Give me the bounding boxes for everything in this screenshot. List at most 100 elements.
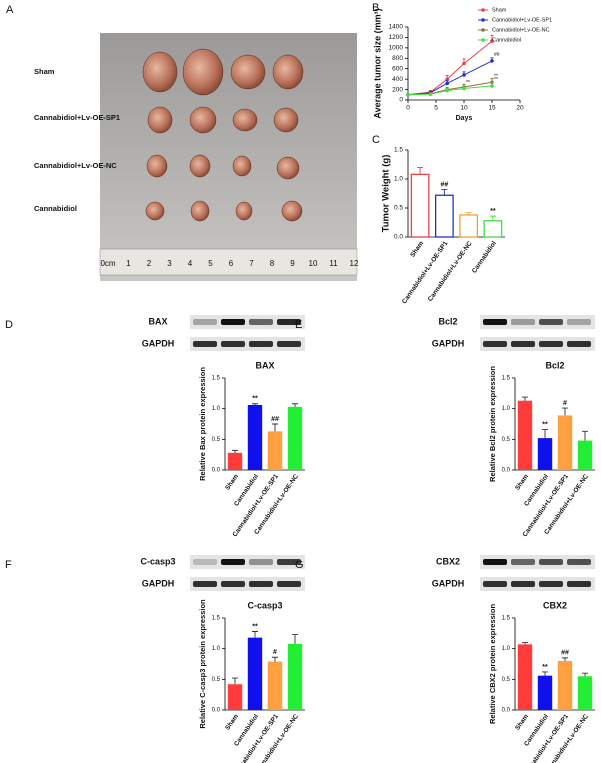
y-tick-label: 0.5	[502, 677, 511, 683]
point	[462, 86, 466, 91]
blot-label: BAX	[148, 316, 167, 326]
chart-title: BAX	[255, 360, 274, 370]
error-bar	[272, 656, 278, 662]
bar	[434, 194, 454, 238]
error-bar	[252, 631, 258, 638]
bar	[557, 415, 573, 470]
blot-strip	[190, 315, 305, 329]
significance: **	[490, 208, 496, 215]
bar	[247, 404, 263, 470]
ruler-label: 11	[329, 259, 338, 268]
legend-label: Cannabidiol	[492, 37, 521, 43]
western-blots	[190, 315, 595, 591]
y-tick-label: 0.5	[212, 437, 221, 443]
y-axis-label: Average tumor size (mm³)	[372, 8, 382, 118]
blot-band	[511, 341, 535, 347]
bar	[537, 438, 553, 470]
significance: **	[252, 623, 258, 630]
blot-band	[221, 319, 245, 325]
legend-label: Cannabidiol+Lv-OE-SP1	[492, 17, 552, 23]
y-tick-label: 0	[399, 97, 403, 104]
y-tick-label: 1.5	[502, 616, 511, 622]
bar	[227, 452, 243, 470]
x-tick-label: Sham	[409, 240, 425, 259]
blot-band	[539, 581, 563, 587]
blot-band	[483, 341, 507, 347]
panel-letter: B	[372, 2, 379, 14]
x-tick-label: 10	[460, 105, 468, 112]
error-bar	[562, 657, 568, 661]
significance: **	[252, 396, 258, 403]
error-bar	[522, 642, 528, 645]
x-tick-label: Sham	[224, 713, 240, 732]
panel-letter: D	[5, 319, 13, 331]
ruler-label: 3	[167, 259, 172, 268]
point	[490, 39, 494, 43]
bar	[537, 675, 553, 710]
panel-letter: A	[6, 4, 14, 16]
x-tick-label: 5	[434, 105, 438, 112]
legend-label: Sham	[492, 7, 507, 13]
blot-band	[249, 559, 273, 565]
blot-label: Bcl2	[438, 316, 457, 326]
error-bar	[292, 403, 298, 407]
error-bar	[252, 403, 258, 405]
blot-band	[193, 559, 217, 565]
blot-strip	[480, 315, 595, 329]
row-label: Sham	[34, 67, 55, 76]
blot-label: C-casp3	[140, 556, 175, 566]
blot-band	[567, 559, 591, 565]
ruler-label: 7	[249, 259, 254, 268]
blot-band	[221, 341, 245, 347]
significance: ##	[561, 650, 569, 657]
chart-title: Bcl2	[545, 360, 564, 370]
blot-label: GAPDH	[432, 578, 465, 588]
blot-band	[511, 559, 535, 565]
significance: ##	[494, 52, 500, 58]
row-label: Cannabidiol+Lv-OE-NC	[34, 161, 117, 170]
significance: **	[494, 74, 498, 80]
blot-band	[511, 581, 535, 587]
error-bar	[232, 677, 238, 685]
x-tick-label: Cannabidiol+Lv-OE-NC	[427, 240, 474, 303]
error-bar	[292, 634, 298, 644]
blot-band	[567, 341, 591, 347]
blot-band	[483, 319, 507, 325]
y-tick-label: 0.0	[212, 468, 221, 474]
blot-strip	[480, 337, 595, 351]
bar	[483, 220, 503, 238]
y-tick-label: 1.5	[394, 147, 403, 154]
blot-strip	[190, 337, 305, 351]
ruler-label: 9	[290, 259, 295, 268]
y-tick-label: 0.5	[502, 437, 511, 443]
blot-band	[483, 559, 507, 565]
bar	[459, 214, 479, 238]
error-bar	[542, 671, 548, 676]
bar	[517, 400, 533, 470]
y-tick-label: 1.5	[212, 376, 221, 382]
y-tick-label: 400	[392, 76, 403, 83]
bar	[247, 637, 263, 710]
error-bar	[542, 429, 548, 439]
bar	[267, 431, 283, 470]
significance: **	[466, 80, 470, 86]
panel-letter: F	[5, 559, 12, 571]
blot-band	[249, 581, 273, 587]
tumor-photo	[99, 33, 358, 281]
blot-band	[193, 581, 217, 587]
ruler-label: 8	[270, 259, 275, 268]
blot-band	[221, 581, 245, 587]
x-tick-label: Sham	[224, 473, 240, 492]
blot-label: GAPDH	[142, 338, 175, 348]
blot-band	[567, 581, 591, 587]
error-bar	[489, 215, 496, 221]
ruler-label: 2	[147, 259, 152, 268]
blot-label: CBX2	[436, 556, 460, 566]
bar	[577, 440, 593, 470]
blot-band	[511, 319, 535, 325]
significance: #	[563, 400, 567, 407]
error-bar	[582, 430, 588, 441]
panel-letter: E	[295, 319, 302, 331]
y-tick-label: 1.0	[502, 646, 511, 652]
x-tick-label: Cannabidiol+Lv-OE-SP1	[401, 240, 450, 305]
